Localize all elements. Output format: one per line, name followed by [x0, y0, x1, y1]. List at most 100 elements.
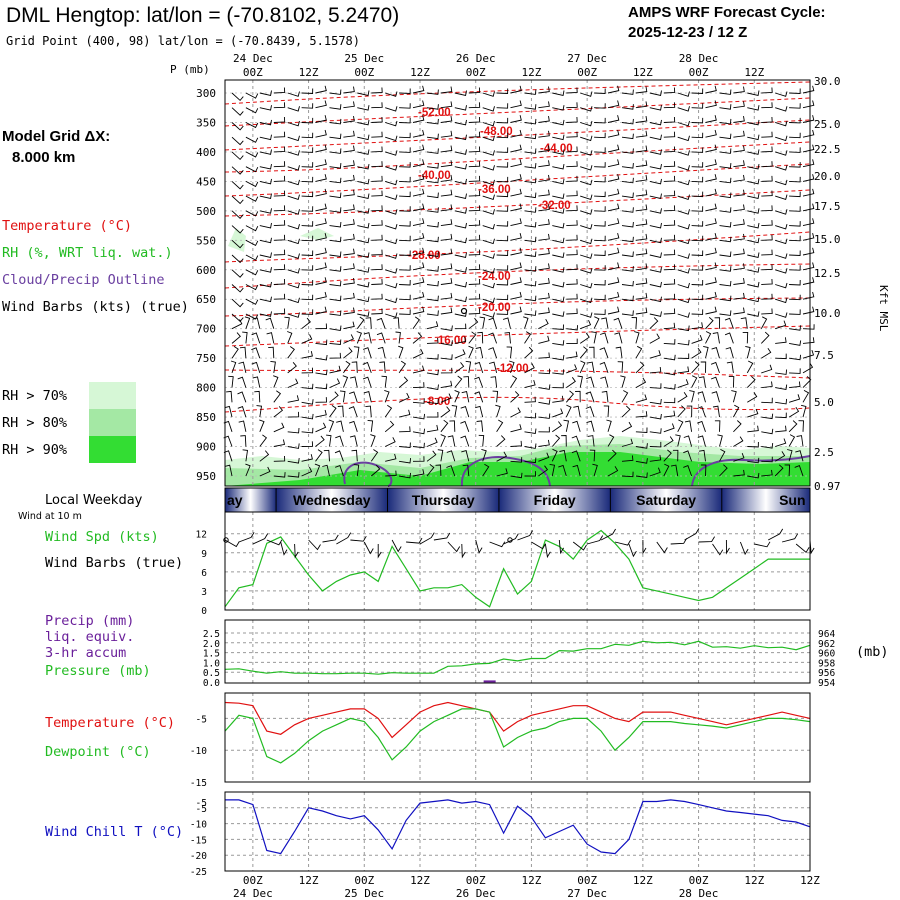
wind-barb [287, 346, 295, 359]
wind-barb [273, 308, 286, 315]
wind-barb [412, 203, 425, 212]
wind-chill-label: Wind Chill T (°C) [45, 824, 183, 840]
wind-barb [273, 439, 286, 447]
wind-barb [524, 280, 537, 287]
wind-barb [231, 239, 244, 249]
wind-barb [287, 135, 300, 142]
top-hour-label: 12Z [744, 66, 764, 79]
wind-barb [635, 427, 648, 433]
rh-shading [225, 452, 810, 486]
wind-barb [301, 441, 314, 447]
wind-barb [231, 92, 244, 102]
top-hour-label: 12Z [633, 66, 653, 79]
wind-barb [245, 463, 251, 477]
wind-barb [454, 105, 467, 111]
height-tick-label: 5.0 [814, 396, 834, 409]
isotherm-label: -12.00 [496, 363, 529, 375]
wind-barb [370, 434, 376, 447]
wind-barb [440, 86, 453, 94]
wind-barb [287, 395, 300, 403]
wind-barb [524, 163, 537, 169]
wind-barb [371, 175, 383, 182]
wind-barb [594, 265, 606, 271]
wind-barb [231, 254, 244, 264]
wind-barb [538, 318, 549, 330]
wind-barb [399, 426, 411, 433]
wind-barb [775, 135, 788, 142]
chill-ytick: -5 [196, 804, 207, 815]
top-hour-label: 00Z [689, 66, 709, 79]
height-tick-label: 2.5 [814, 446, 834, 459]
precip-label: Precip (mm) [45, 613, 134, 629]
wind-barb [566, 116, 578, 123]
wind-barb [351, 449, 358, 462]
wind-barb [252, 376, 261, 388]
wind-barb [524, 221, 537, 228]
wind-barb [789, 325, 802, 331]
wind-barb [399, 279, 411, 286]
wind-barb [468, 317, 479, 330]
wind-barb [566, 325, 579, 331]
wind-barb [482, 135, 495, 142]
precip-frame [224, 619, 811, 684]
wind-barb [774, 451, 786, 462]
wind-barb [384, 420, 395, 433]
wind-barb [273, 249, 286, 256]
wind-barb [273, 406, 284, 418]
wind-barb [621, 104, 634, 110]
wind-barb [454, 296, 467, 303]
wind-barb [697, 391, 706, 403]
wind-barb [586, 376, 595, 388]
wind-barb [468, 190, 481, 197]
wind-barb [740, 317, 748, 329]
wind-barb [552, 178, 565, 185]
wind-barb [315, 188, 327, 197]
wind-barb [461, 391, 470, 403]
wind-barb [371, 308, 383, 315]
wind-barb [580, 91, 593, 97]
wind-barb [447, 435, 456, 447]
wind-barb [538, 263, 550, 271]
wind-barb [683, 465, 693, 477]
wind-barb [677, 379, 689, 389]
wind-barb [802, 144, 815, 153]
wind-barb [315, 449, 323, 462]
wind-barb [343, 204, 355, 212]
wind-barb [524, 396, 536, 403]
chill-ytick: -5 [196, 798, 207, 809]
wind-barb [761, 220, 773, 227]
wind-barb [775, 337, 787, 344]
wind-barb [621, 421, 633, 433]
wind-barb [621, 133, 634, 140]
wind-barb [357, 90, 370, 96]
wind-barb [426, 266, 439, 272]
wind-barb [336, 420, 344, 432]
wind-barb [399, 458, 412, 464]
wind-barb [412, 291, 425, 300]
wind-barb [301, 427, 314, 434]
pressure-ytick: 954 [818, 678, 835, 689]
wind-barb [524, 207, 537, 213]
wind-barb [675, 434, 681, 447]
wind-barb [538, 145, 550, 153]
wind-barb [705, 331, 712, 344]
wind-barb [460, 420, 470, 432]
wind-barb [775, 106, 788, 112]
wind-barb [273, 116, 286, 123]
wind-barb [802, 277, 815, 285]
wind-ytick: 6 [201, 568, 207, 579]
wind-barb [733, 174, 745, 182]
wind-barb [587, 361, 595, 373]
wind-barb [552, 311, 565, 317]
wind-barb [552, 421, 563, 433]
wind-barb [385, 268, 398, 274]
wind-barb [635, 145, 648, 153]
wind-barb [412, 232, 425, 241]
wind-barb [580, 238, 593, 245]
wind-barb [705, 247, 717, 256]
wind-barb [510, 129, 522, 138]
wind-barb [237, 391, 247, 403]
wind-barb [440, 160, 453, 168]
wind-barb [724, 332, 734, 344]
wind-barb [342, 375, 349, 388]
